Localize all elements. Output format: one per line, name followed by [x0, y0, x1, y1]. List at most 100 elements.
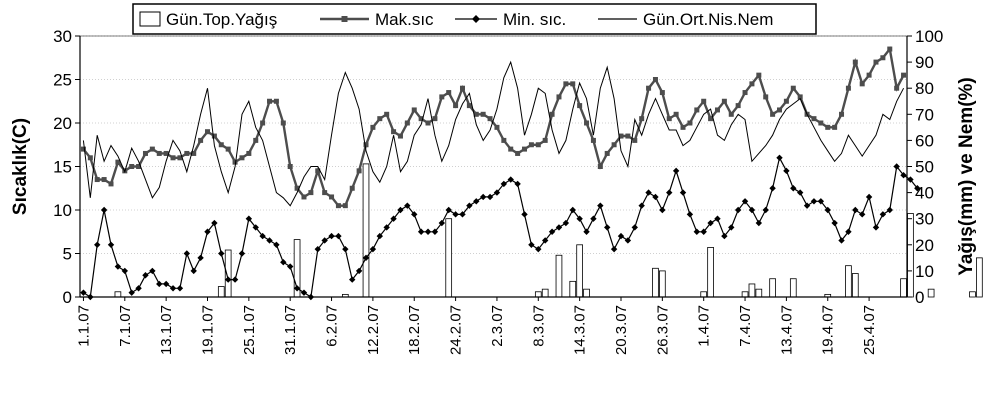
max-temp-point [239, 155, 245, 161]
y-right-tick-label: 50 [915, 158, 934, 177]
min-temp-point [335, 232, 342, 240]
series-line [82, 60, 905, 207]
x-tick-label: 13.4.07 [778, 305, 795, 355]
min-temp-point [162, 280, 170, 288]
precipitation-bar [362, 163, 370, 298]
precipitation-bar [700, 291, 708, 298]
min-temp-point [728, 224, 735, 231]
max-temp-point [687, 120, 693, 126]
max-temp-point [632, 137, 638, 143]
min-temp-point [259, 232, 266, 240]
min-temp-point [583, 228, 590, 235]
series-line [83, 156, 918, 299]
max-temp-point [87, 155, 93, 161]
min-temp-point [383, 224, 390, 231]
min-temp-point [459, 211, 466, 218]
max-temp-point [604, 150, 610, 156]
min-temp-point [783, 167, 790, 175]
min-temp-point [610, 245, 618, 253]
min-temp-point [631, 224, 638, 231]
min-temp-point [218, 250, 225, 257]
max-temp-point [777, 107, 783, 113]
max-temp-point [852, 59, 858, 65]
precipitation-bar [576, 244, 583, 298]
max-temp-point [301, 194, 307, 200]
min-temp-point [514, 180, 521, 188]
precipitation-bar [114, 291, 122, 298]
max-temp-point [108, 181, 114, 187]
min-temp-point [541, 237, 549, 244]
x-tick-label: 13.1.07 [158, 305, 175, 355]
x-tick-label: 18.2.07 [406, 305, 423, 355]
min-temp-point [466, 202, 473, 209]
min-temp-point [521, 211, 528, 218]
max-temp-point [618, 133, 624, 139]
max-temp-point [646, 85, 652, 91]
max-temp-point [584, 120, 590, 126]
min-temp-point [197, 254, 204, 262]
min-temp-point [714, 215, 721, 222]
max-temp-point [887, 46, 893, 52]
min-temp-point [535, 245, 542, 253]
max-temp-point [839, 111, 845, 117]
max-temp-point [901, 72, 907, 78]
max-temp-point [377, 116, 383, 122]
x-tick-label: 19.4.07 [820, 305, 837, 355]
min-temp-point [321, 237, 328, 244]
min-temp-point [803, 202, 811, 209]
min-temp-point [211, 219, 218, 227]
max-temp-point [198, 137, 204, 143]
min-temp-point [417, 228, 425, 235]
max-temp-point [342, 203, 348, 209]
max-temp-point [163, 150, 169, 156]
max-temp-point [260, 120, 266, 126]
y-right-tick-label: 40 [915, 184, 934, 203]
min-temp-point [100, 206, 108, 214]
legend-label: Gün.Top.Yağış [166, 10, 277, 29]
min-temp-point [879, 211, 887, 218]
max-temp-point [832, 124, 838, 130]
max-temp-point [880, 55, 886, 61]
max-temp-point [136, 164, 142, 169]
min-temp-point [224, 276, 232, 283]
max-temp-point [466, 103, 472, 109]
max-temp-point [556, 94, 562, 100]
min-temp-point [831, 219, 838, 227]
min-temp-point [452, 211, 459, 218]
min-temp-point [569, 206, 576, 214]
max-temp-point [708, 116, 714, 122]
min-temp-point [142, 272, 149, 279]
max-temp-point [349, 185, 355, 191]
max-temp-point [246, 150, 252, 156]
max-temp-point [597, 164, 603, 169]
y-right-tick-label: 80 [915, 79, 934, 98]
precipitation-bar [445, 218, 453, 298]
x-tick-label: 7.1.07 [117, 305, 134, 347]
min-temp-point [845, 228, 852, 235]
min-temp-point [94, 241, 101, 248]
x-tick-label: 6.2.07 [324, 305, 341, 347]
max-temp-point [515, 150, 521, 156]
min-temp-point [810, 198, 818, 205]
max-temp-point [384, 111, 390, 117]
min-temp-point [796, 189, 804, 196]
max-temp-point [859, 81, 865, 87]
max-temp-point [728, 111, 734, 117]
max-temp-point [542, 137, 548, 143]
max-temp-point [335, 203, 341, 209]
max-temp-point [825, 124, 831, 130]
max-temp-point [453, 103, 459, 109]
max-temp-point [866, 72, 872, 78]
x-tick-label: 25.1.07 [241, 305, 258, 355]
max-temp-point [142, 150, 148, 156]
min-temp-point [169, 285, 177, 292]
max-temp-point [391, 129, 397, 135]
y-right-tick-label: 90 [915, 53, 934, 72]
min-temp-point [355, 267, 363, 275]
max-temp-point [80, 146, 86, 152]
min-temp-point [252, 224, 259, 231]
min-temp-point [721, 232, 728, 240]
y-left-tick-label: 5 [63, 245, 72, 264]
min-temp-point [693, 228, 701, 235]
